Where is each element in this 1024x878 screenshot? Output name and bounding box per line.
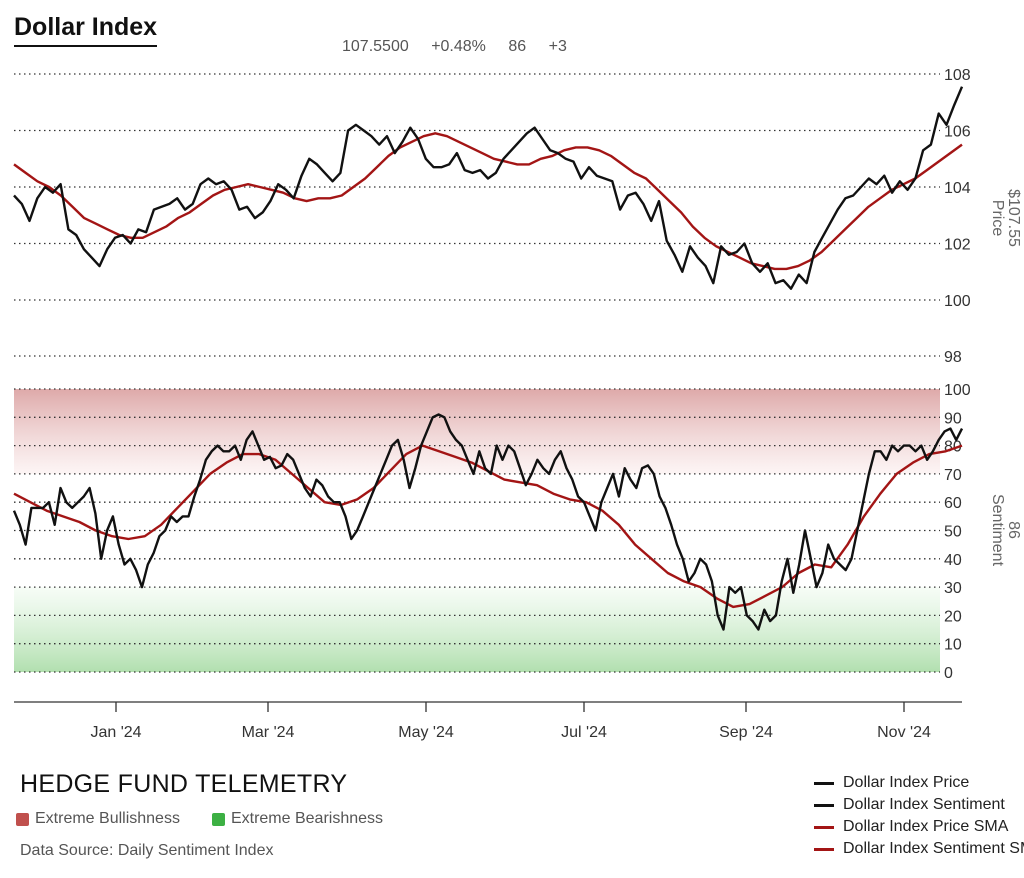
price-axis-title: Price$107.55	[989, 189, 1022, 247]
price-sma-line	[13, 132, 963, 271]
stat-sentiment-change: +3	[548, 38, 567, 55]
sentiment-axis-title: Sentiment86	[989, 494, 1022, 567]
bull-label: Extreme Bullishness	[35, 810, 180, 827]
zone-legend: Extreme Bullishness Extreme Bearishness	[16, 810, 415, 828]
bull-swatch	[16, 812, 29, 826]
sentiment-tick-label: 50	[944, 524, 962, 541]
legend-item-sentiment-sma[interactable]: Dollar Index Sentiment SMA	[814, 838, 1024, 860]
x-tick-label: May '24	[398, 724, 454, 741]
x-tick-label: Nov '24	[877, 724, 931, 741]
x-axis: Jan '24 Mar '24 May '24 Jul '24 Sep '24 Nov '…	[14, 701, 962, 741]
stat-sentiment: 86	[508, 38, 527, 55]
x-tick-label: Sep '24	[719, 724, 773, 741]
bear-swatch	[211, 812, 225, 826]
legend-label-sentiment: Dollar Index Sentiment	[843, 796, 1005, 813]
sentiment-tick-label: 100	[944, 382, 971, 399]
stat-change-percent: +0.48%	[431, 38, 486, 55]
chart-title: Dollar Index	[14, 12, 158, 47]
price-tick-label: 104	[944, 180, 971, 197]
legend-line-price-sma	[814, 825, 834, 829]
legend-label-sentiment-sma: Dollar Index Sentiment SMA	[843, 840, 1024, 857]
sent-axis-title-text: Sentiment	[989, 494, 1006, 567]
sentiment-tick-label: 60	[944, 495, 962, 512]
x-tick-label: Mar '24	[242, 724, 295, 741]
sentiment-line	[12, 413, 964, 631]
sentiment-tick-label: 10	[944, 637, 962, 654]
price-axis-title-value: $107.55	[1005, 189, 1022, 247]
sent-axis-title-value: 86	[1005, 521, 1022, 539]
zone-legend-bear: Extreme Bearishness	[211, 810, 384, 828]
data-source: Data Source: Daily Sentiment Index	[20, 842, 274, 859]
legend-line-sentiment-sma	[814, 847, 834, 851]
legend-line-sentiment	[814, 803, 834, 807]
series-legend: Dollar Index Price Dollar Index Sentimen…	[814, 772, 1024, 860]
series-lines	[12, 86, 964, 631]
sentiment-tick-label: 0	[944, 665, 953, 682]
sentiment-tick-label: 20	[944, 608, 962, 625]
legend-item-sentiment[interactable]: Dollar Index Sentiment	[814, 794, 1024, 816]
sentiment-tick-label: 70	[944, 467, 962, 484]
sentiment-tick-label: 90	[944, 410, 962, 427]
price-tick-label: 100	[944, 293, 971, 310]
price-tick-label: 106	[944, 124, 971, 141]
sentiment-tick-label: 98	[944, 349, 962, 366]
x-tick-label: Jan '24	[90, 724, 141, 741]
x-tick-label: Jul '24	[561, 724, 607, 741]
zone-legend-bull: Extreme Bullishness	[16, 810, 180, 828]
price-axis-title-text: Price	[989, 200, 1006, 237]
price-gridlines: 100 102 104 106 108	[14, 67, 971, 310]
stats-bar: 107.5500 +0.48% 86 +3	[342, 38, 585, 56]
extreme-bearishness-zone	[14, 587, 940, 672]
sentiment-tick-label: 40	[944, 552, 962, 569]
legend-line-price	[814, 781, 834, 785]
brand-name: HEDGE FUND TELEMETRY	[20, 770, 348, 798]
stat-last-price: 107.5500	[342, 38, 409, 55]
price-line	[13, 86, 964, 290]
legend-item-price[interactable]: Dollar Index Price	[814, 772, 1024, 794]
legend-label-price-sma: Dollar Index Price SMA	[843, 818, 1009, 835]
price-tick-label: 102	[944, 237, 971, 254]
price-tick-label: 108	[944, 67, 971, 84]
sentiment-tick-label: 30	[944, 580, 962, 597]
bear-label: Extreme Bearishness	[230, 810, 384, 827]
legend-item-price-sma[interactable]: Dollar Index Price SMA	[814, 816, 1024, 838]
legend-label-price: Dollar Index Price	[843, 774, 970, 791]
